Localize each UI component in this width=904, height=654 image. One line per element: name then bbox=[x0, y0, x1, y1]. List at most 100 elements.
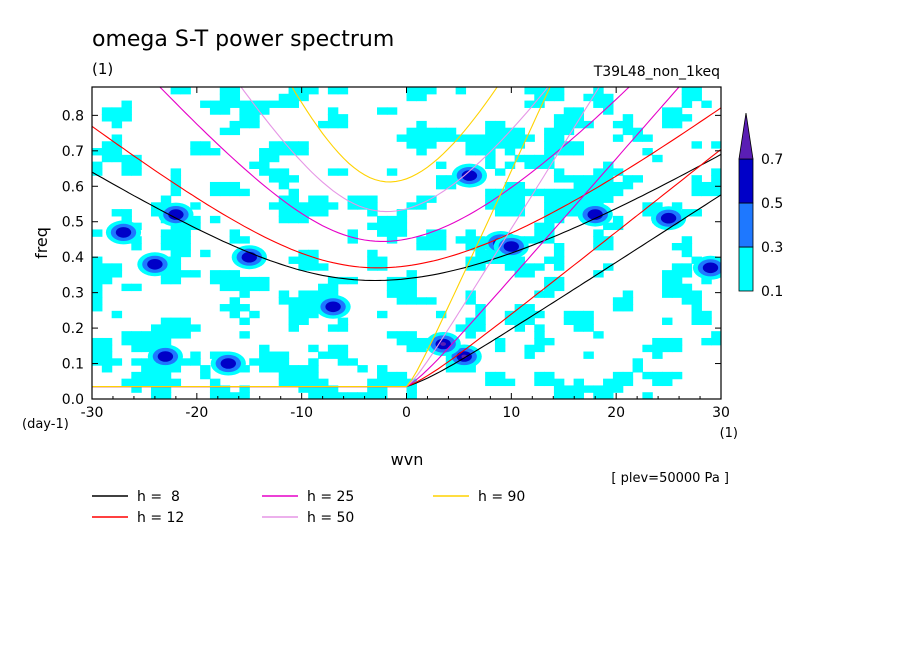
contour-cell-0.1 bbox=[485, 371, 496, 380]
contour-cell-0.1 bbox=[101, 148, 113, 156]
contour-cell-0.1 bbox=[711, 181, 721, 190]
contour-cell-0.1 bbox=[494, 256, 506, 264]
contour-cell-0.1 bbox=[691, 188, 702, 197]
contour-cell-0.1 bbox=[475, 141, 486, 149]
contour-cell-0.1 bbox=[298, 378, 309, 387]
contour-cell-0.1 bbox=[278, 141, 290, 149]
contour-cell-0.1 bbox=[494, 378, 506, 387]
contour-cell-0.1 bbox=[141, 358, 152, 366]
contour-cell-0.1 bbox=[416, 337, 427, 346]
contour-cell-0.1 bbox=[308, 392, 319, 399]
contour-cell-0.1 bbox=[524, 310, 535, 319]
contour-cell-0.1 bbox=[573, 175, 585, 183]
y-tick-label: 0.5 bbox=[62, 215, 84, 231]
contour-cell-0.1 bbox=[111, 154, 123, 163]
contour-cell-0.1 bbox=[150, 209, 162, 217]
contour-cell-0.1 bbox=[494, 209, 506, 217]
contour-cell-0.1 bbox=[593, 331, 604, 339]
contour-cell-0.1 bbox=[111, 148, 123, 156]
contour-cell-0.1 bbox=[141, 337, 152, 346]
contour-cell-0.1 bbox=[691, 181, 702, 190]
contour-cell-0.1 bbox=[298, 263, 309, 271]
x-tick-label: -30 bbox=[81, 405, 104, 421]
contour-cell-0.1 bbox=[583, 310, 594, 319]
contour-cell-0.1 bbox=[504, 141, 516, 149]
contour-cell-0.1 bbox=[396, 222, 408, 231]
contour-cell-0.1 bbox=[141, 331, 152, 339]
contour-cell-0.1 bbox=[288, 141, 299, 149]
contour-cell-0.1 bbox=[681, 263, 693, 271]
contour-cell-0.1 bbox=[327, 351, 339, 359]
contour-cell-0.1 bbox=[92, 351, 103, 359]
contour-cell-0.1 bbox=[308, 344, 319, 353]
contour-cell-0.1 bbox=[445, 365, 457, 373]
contour-cell-0.1 bbox=[416, 243, 427, 251]
contour-cell-0.1 bbox=[603, 93, 614, 102]
contour-cell-0.1 bbox=[367, 222, 378, 231]
contour-cell-0.1 bbox=[553, 283, 565, 292]
colorbar-label: 0.3 bbox=[761, 240, 783, 256]
contour-cell-0.1 bbox=[278, 202, 290, 210]
contour-cell-0.1 bbox=[92, 168, 103, 176]
contour-cell-0.1 bbox=[603, 161, 614, 169]
contour-cell-0.1 bbox=[278, 195, 290, 203]
contour-cell-0.1 bbox=[327, 107, 339, 115]
contour-cell-0.1 bbox=[288, 100, 299, 108]
hotspot-2-level-0.5 bbox=[220, 358, 236, 369]
contour-cell-0.1 bbox=[662, 283, 673, 292]
contour-cell-0.1 bbox=[288, 202, 299, 210]
contour-cell-0.1 bbox=[288, 304, 299, 312]
contour-cell-0.1 bbox=[642, 134, 653, 142]
colorbar: 0.1 0.3 0.5 0.7 bbox=[738, 112, 783, 300]
contour-cell-0.1 bbox=[239, 317, 250, 325]
contour-cell-0.1 bbox=[298, 87, 309, 95]
contour-cell-0.1 bbox=[711, 188, 721, 197]
curve-ig-8 bbox=[92, 153, 721, 282]
contour-cell-0.1 bbox=[219, 276, 231, 285]
contour-cell-0.1 bbox=[553, 202, 565, 210]
contour-cell-0.1 bbox=[209, 276, 221, 285]
contour-cell-0.1 bbox=[111, 141, 123, 149]
hotspot-13-level-0.5 bbox=[147, 259, 163, 270]
contour-cell-0.1 bbox=[278, 168, 290, 176]
contour-cell-0.1 bbox=[327, 168, 339, 176]
contour-cell-0.1 bbox=[160, 270, 172, 278]
contour-cell-0.1 bbox=[318, 263, 329, 271]
contour-cell-0.1 bbox=[553, 120, 565, 129]
contour-cell-0.1 bbox=[121, 215, 132, 224]
contour-cell-0.1 bbox=[229, 181, 241, 190]
contour-cell-0.1 bbox=[367, 195, 378, 203]
contour-cell-0.1 bbox=[190, 148, 201, 156]
contour-cell-0.1 bbox=[612, 168, 624, 176]
hotspot-1-level-0.7 bbox=[440, 342, 447, 346]
contour-cell-0.1 bbox=[504, 202, 516, 210]
contour-cell-0.1 bbox=[514, 270, 526, 278]
contour-cell-0.1 bbox=[386, 283, 398, 292]
contour-cell-0.1 bbox=[671, 344, 683, 353]
contour-cell-0.1 bbox=[563, 175, 575, 183]
contour-cell-0.1 bbox=[288, 371, 299, 380]
contour-cell-0.1 bbox=[416, 202, 427, 210]
contour-cell-0.1 bbox=[239, 283, 250, 292]
contour-cell-0.1 bbox=[622, 378, 634, 387]
contour-cell-0.1 bbox=[111, 107, 123, 115]
contour-cell-0.1 bbox=[553, 256, 565, 264]
curve-ig-90 bbox=[291, 87, 498, 183]
contour-cell-0.1 bbox=[101, 358, 113, 366]
contour-cell-0.1 bbox=[337, 120, 349, 129]
contour-cell-0.1 bbox=[318, 195, 329, 203]
contour-cell-0.1 bbox=[406, 344, 417, 353]
contour-cell-0.1 bbox=[406, 93, 417, 102]
contour-cell-0.1 bbox=[573, 324, 585, 332]
contour-cell-0.1 bbox=[121, 114, 132, 122]
contour-cell-0.1 bbox=[416, 344, 427, 353]
contour-cell-0.1 bbox=[367, 209, 378, 217]
contour-cell-0.1 bbox=[504, 148, 516, 156]
contour-cell-0.1 bbox=[603, 222, 614, 231]
contour-cell-0.1 bbox=[92, 304, 103, 312]
contour-cell-0.1 bbox=[377, 263, 388, 271]
contour-cell-0.1 bbox=[308, 385, 319, 393]
contour-cell-0.1 bbox=[524, 344, 535, 353]
x-tick-label: 0 bbox=[402, 405, 411, 421]
contour-cell-0.1 bbox=[553, 168, 565, 176]
